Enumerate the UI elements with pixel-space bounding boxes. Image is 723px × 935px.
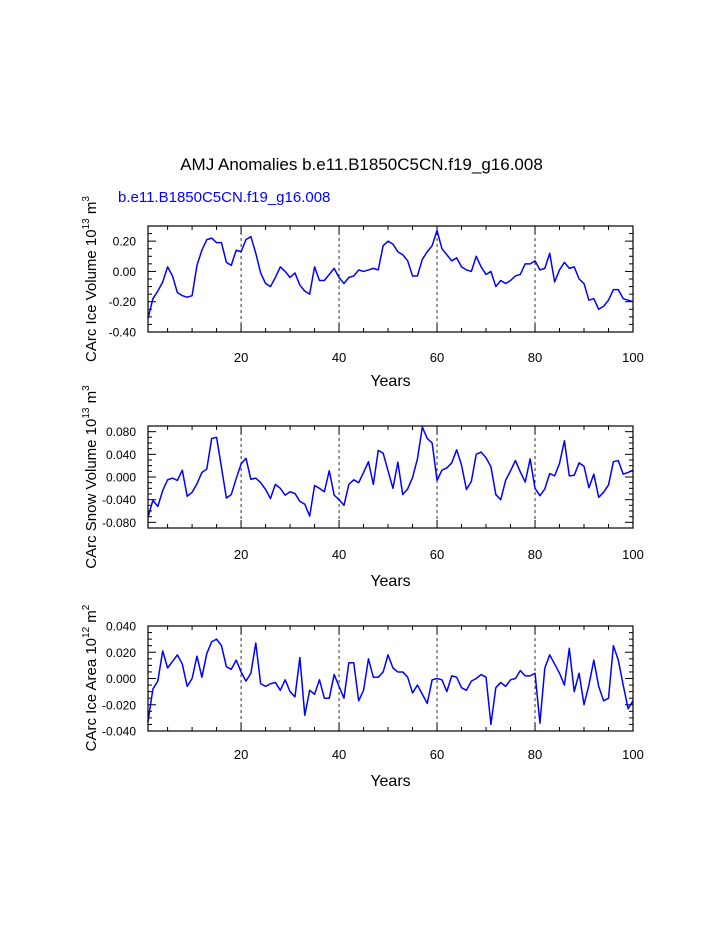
y-tick-label: 0.020 [106, 646, 136, 660]
plot-frame [147, 625, 634, 732]
y-tick-label: 0.000 [106, 672, 136, 686]
x-tick-label: 100 [622, 747, 644, 762]
figure-title: AMJ Anomalies b.e11.B1850C5CN.f19_g16.00… [180, 155, 543, 174]
x-tick-label: 20 [234, 747, 248, 762]
x-tick-label: 100 [622, 547, 644, 562]
y-tick-label: 0.00 [113, 265, 137, 279]
x-tick-label: 100 [622, 350, 644, 365]
series-line [147, 229, 634, 319]
y-tick-label: -0.080 [102, 516, 136, 530]
snow-volume-panel: 20 40 60 80 100 -0.080 -0.040 0.000 0.040 0.080 Ye… [81, 385, 644, 590]
y-axis-label: CArc Snow Volume 1013 m3 [81, 385, 100, 569]
x-tick-label: 40 [332, 547, 346, 562]
ice-area-panel: 20 40 60 80 100 -0.040 -0.020 0.000 0.020 0.040 Ye… [81, 604, 644, 790]
x-tick-label: 60 [430, 747, 444, 762]
x-tick-label: 60 [430, 547, 444, 562]
x-tick-label: 20 [234, 547, 248, 562]
y-tick-label: -0.40 [109, 326, 137, 340]
x-axis-label: Years [370, 573, 410, 590]
y-tick-label: 0.040 [106, 448, 136, 462]
x-tick-label: 20 [234, 350, 248, 365]
x-axis-label: Years [370, 373, 410, 390]
y-tick-label: 0.20 [113, 235, 137, 249]
x-tick-label: 80 [528, 350, 542, 365]
series-legend-label: b.e11.B1850C5CN.f19_g16.008 [118, 189, 331, 206]
plot-frame [147, 425, 634, 529]
y-tick-label: -0.040 [102, 493, 136, 507]
y-tick-label: 0.040 [106, 620, 136, 634]
y-tick-label: 0.000 [106, 471, 136, 485]
x-tick-label: 40 [332, 747, 346, 762]
series-line [147, 426, 634, 518]
series-line [147, 638, 634, 726]
y-axis-label: CArc Ice Area 1012 m2 [81, 604, 100, 751]
y-tick-label: -0.20 [109, 295, 137, 309]
y-tick-label: -0.020 [102, 698, 136, 712]
y-tick-label: 0.080 [106, 425, 136, 439]
y-tick-label: -0.040 [102, 725, 136, 739]
x-tick-label: 40 [332, 350, 346, 365]
ice-volume-panel: 20 40 60 80 100 -0.40 -0.20 0.00 0.20 Years CArc I… [81, 196, 644, 390]
x-tick-label: 80 [528, 547, 542, 562]
y-axis-label: CArc Ice Volume 1013 m3 [81, 196, 100, 362]
x-axis-label: Years [370, 773, 410, 790]
x-tick-label: 60 [430, 350, 444, 365]
x-tick-label: 80 [528, 747, 542, 762]
plot-frame [147, 225, 634, 333]
